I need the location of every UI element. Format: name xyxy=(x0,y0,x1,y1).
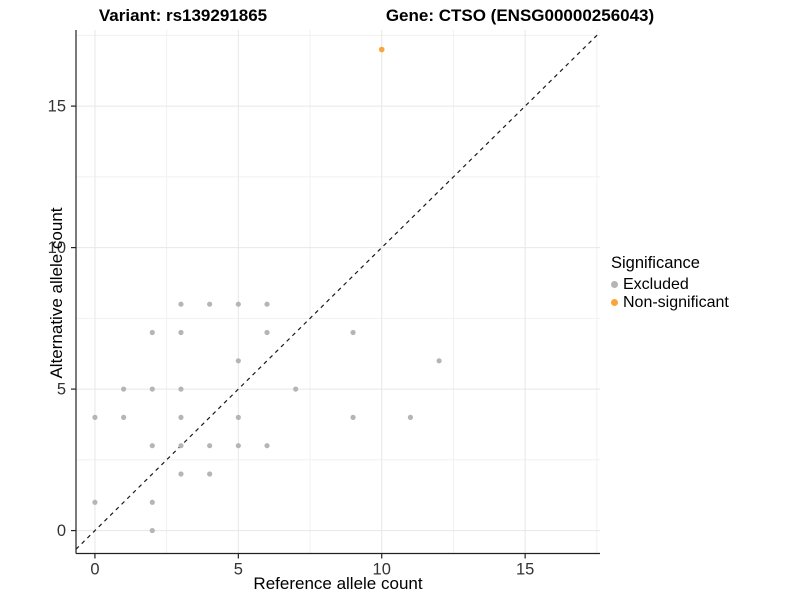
svg-text:5: 5 xyxy=(234,561,243,579)
svg-text:0: 0 xyxy=(57,522,66,540)
x-axis-label: Reference allele count xyxy=(253,574,423,593)
legend: Significance Excluded Non-significant xyxy=(611,255,729,312)
svg-text:5: 5 xyxy=(57,381,66,399)
svg-text:0: 0 xyxy=(90,561,99,579)
svg-text:10: 10 xyxy=(48,239,66,257)
legend-item-label: Non-significant xyxy=(623,294,729,311)
svg-text:15: 15 xyxy=(516,561,534,579)
svg-text:15: 15 xyxy=(48,98,66,116)
legend-item-label: Excluded xyxy=(623,276,689,293)
non-significant-dot-icon xyxy=(611,299,618,306)
legend-item-excluded: Excluded xyxy=(611,276,729,293)
variant-title: Variant: rs139291865 xyxy=(98,6,268,25)
legend-title: Significance xyxy=(611,254,700,272)
gene-title: Gene: CTSO (ENSG00000256043) xyxy=(385,6,655,25)
excluded-dot-icon xyxy=(611,281,618,288)
y-axis-label: Alternative allele count xyxy=(47,207,66,379)
legend-item-non-significant: Non-significant xyxy=(611,294,729,311)
svg-text:10: 10 xyxy=(373,561,391,579)
